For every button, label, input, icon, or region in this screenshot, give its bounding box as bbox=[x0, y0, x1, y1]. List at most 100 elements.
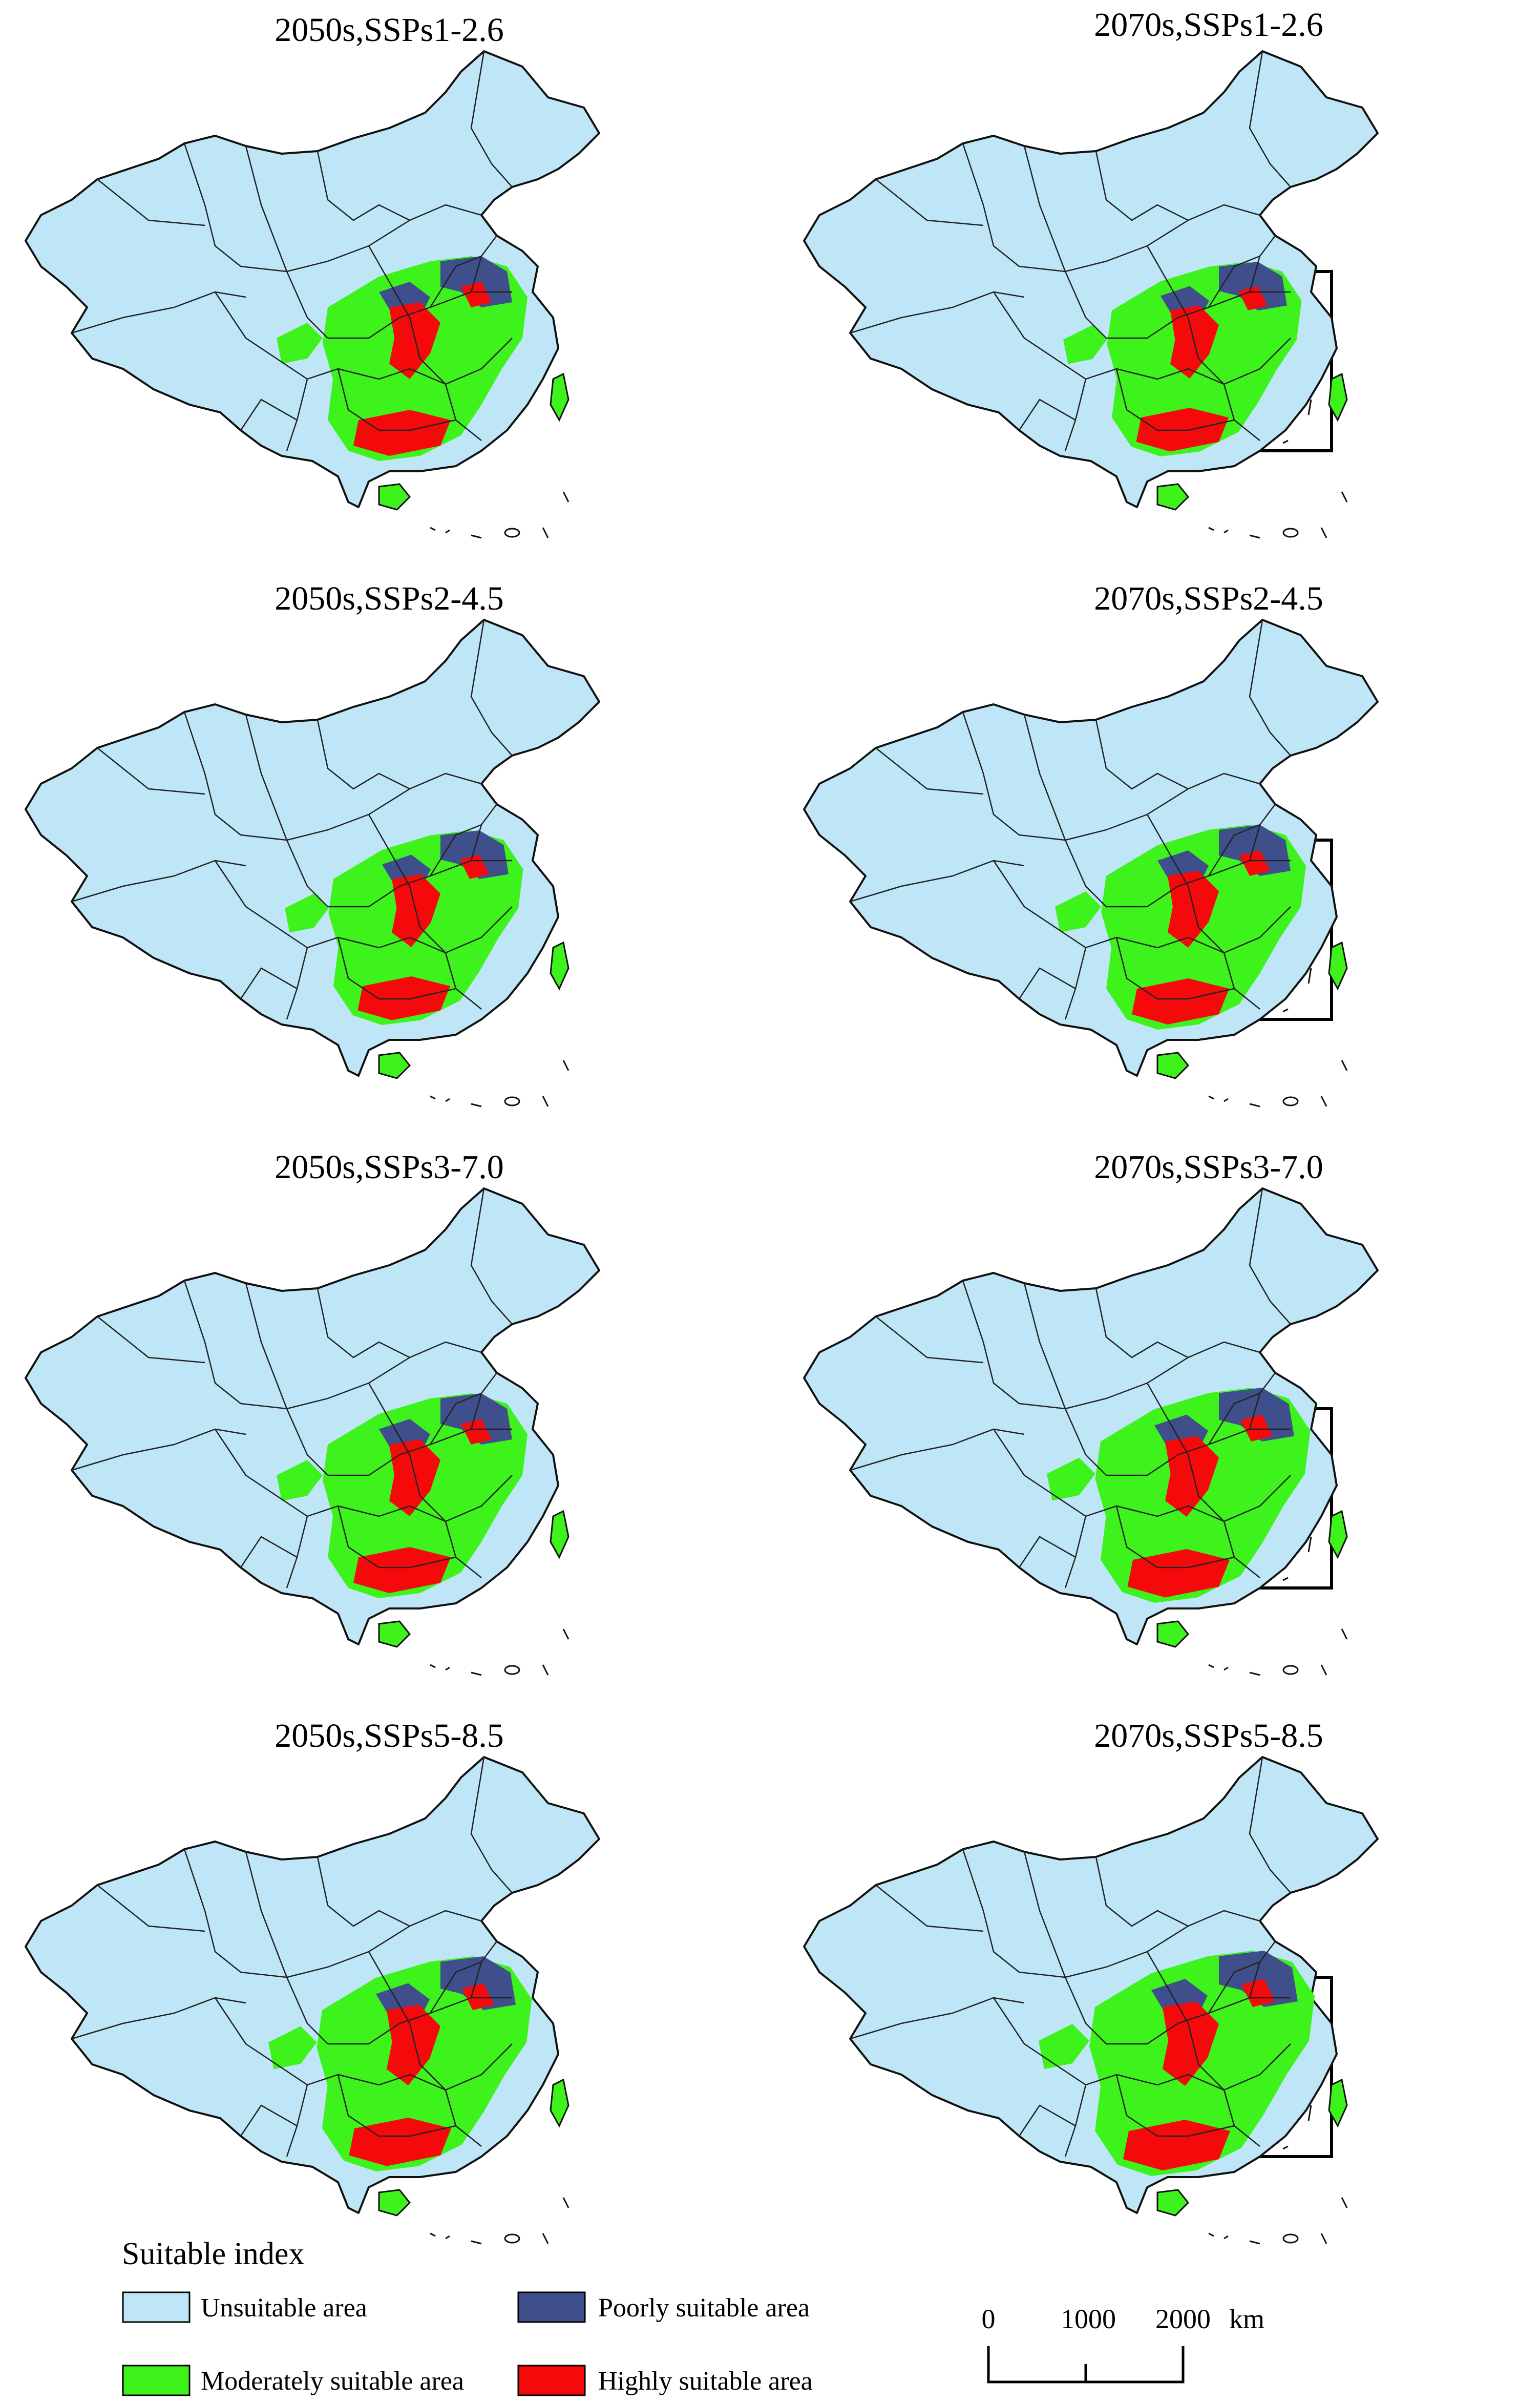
legend-title: Suitable index bbox=[122, 2236, 304, 2271]
zone-highly-suitable-south bbox=[349, 2118, 451, 2166]
taiwan-island bbox=[1328, 941, 1348, 991]
scale-tick-2000: 2000 bbox=[1155, 2304, 1211, 2334]
zone-highly-suitable bbox=[1165, 1436, 1219, 1517]
legend-label-moderately: Moderately suitable area bbox=[201, 2367, 464, 2396]
suitability-zones bbox=[1055, 825, 1306, 1030]
legend-swatch-highly bbox=[517, 2365, 586, 2396]
hainan-island bbox=[1156, 2189, 1190, 2217]
zone-highly-suitable-east bbox=[461, 1419, 492, 1445]
suitability-zones bbox=[277, 1393, 528, 1598]
island-ellipse bbox=[504, 1096, 520, 1106]
hainan-island bbox=[1156, 1620, 1190, 1648]
scale-bar-line bbox=[987, 2346, 1185, 2384]
panel-title: 2050s,SSPs1-2.6 bbox=[275, 11, 503, 49]
legend-label-unsuitable: Unsuitable area bbox=[201, 2293, 367, 2323]
suitability-zones bbox=[268, 1956, 532, 2171]
zone-poorly-suitable bbox=[440, 1956, 516, 2010]
taiwan-island bbox=[550, 2078, 569, 2128]
taiwan-island bbox=[1328, 2078, 1348, 2128]
zone-moderately-suitable-west bbox=[277, 323, 323, 364]
map-panels: 2050s,SSPs1-2.6 2070s,SSPs1-2.6 2050s,SSPs… bbox=[25, 6, 1379, 2245]
china-map bbox=[25, 50, 600, 539]
china-map bbox=[803, 50, 1379, 539]
zone-highly-suitable-east bbox=[1239, 850, 1270, 876]
scale-bar: 0 1000 2000 km bbox=[982, 2304, 1264, 2384]
legend-swatch-poorly bbox=[517, 2291, 586, 2323]
taiwan-island bbox=[550, 1510, 569, 1559]
island-ellipse bbox=[504, 2233, 520, 2244]
islands-marks bbox=[430, 1060, 569, 1107]
zone-poorly-suitable bbox=[440, 1393, 512, 1445]
zone-moderately-suitable-west bbox=[1055, 891, 1101, 932]
zone-highly-suitable-south bbox=[353, 1547, 451, 1593]
legend-label-highly: Highly suitable area bbox=[598, 2367, 813, 2396]
zone-poorly-suitable bbox=[1219, 825, 1291, 876]
islands-marks bbox=[1208, 491, 1348, 539]
panel-title: 2070s,SSPs2-4.5 bbox=[1094, 580, 1323, 617]
hainan-island bbox=[378, 2189, 411, 2217]
scale-unit: km bbox=[1229, 2304, 1264, 2334]
map-panel: 2070s,SSPs5-8.5 bbox=[803, 1717, 1379, 2245]
suitability-zones bbox=[1063, 262, 1302, 457]
island-ellipse bbox=[1282, 528, 1299, 538]
suitability-zones bbox=[277, 256, 528, 461]
zone-highly-suitable-south bbox=[1132, 978, 1229, 1025]
islands-marks bbox=[430, 491, 569, 539]
scale-tick-1000: 1000 bbox=[1061, 2304, 1116, 2334]
china-map bbox=[25, 619, 600, 1107]
china-map bbox=[803, 1187, 1379, 1676]
zone-moderately-suitable-west bbox=[1047, 1457, 1095, 1501]
china-map bbox=[25, 1756, 600, 2245]
islands-marks bbox=[1208, 1060, 1348, 1107]
taiwan-island bbox=[1328, 372, 1348, 422]
panel-title: 2070s,SSPs1-2.6 bbox=[1094, 6, 1323, 44]
zone-highly-suitable-east bbox=[462, 1983, 494, 2010]
islands-marks bbox=[1208, 2197, 1348, 2245]
taiwan-island bbox=[1328, 1510, 1348, 1559]
map-panel: 2070s,SSPs3-7.0 bbox=[803, 1148, 1379, 1676]
taiwan-island bbox=[550, 372, 569, 422]
zone-poorly-suitable bbox=[440, 830, 509, 879]
hainan-island bbox=[378, 1620, 411, 1648]
panel-title: 2050s,SSPs5-8.5 bbox=[275, 1717, 503, 1754]
hainan-island bbox=[378, 483, 411, 511]
islands-marks bbox=[430, 1628, 569, 1676]
zone-poorly-suitable bbox=[1219, 262, 1287, 310]
legend-swatch-moderately bbox=[122, 2365, 191, 2396]
china-map bbox=[25, 1187, 600, 1676]
zone-highly-suitable bbox=[387, 2004, 440, 2085]
island-ellipse bbox=[504, 528, 520, 538]
legend-swatch-unsuitable bbox=[122, 2291, 191, 2323]
zone-highly-suitable-east bbox=[461, 282, 492, 307]
zone-highly-suitable-south bbox=[1127, 1549, 1230, 1598]
scale-tick-0: 0 bbox=[982, 2304, 996, 2334]
map-panel: 2070s,SSPs2-4.5 bbox=[803, 580, 1379, 1107]
china-map bbox=[803, 619, 1379, 1107]
zone-highly-suitable-east bbox=[1241, 1979, 1275, 2007]
map-panel: 2050s,SSPs1-2.6 bbox=[25, 11, 1332, 539]
zone-poorly-suitable bbox=[440, 256, 512, 307]
legend: Suitable index Unsuitable area Poorly su… bbox=[122, 2236, 813, 2396]
country-outline bbox=[25, 619, 600, 1077]
panel-title: 2050s,SSPs2-4.5 bbox=[275, 580, 503, 617]
zone-moderately-suitable-west bbox=[284, 893, 329, 933]
taiwan-island bbox=[550, 941, 569, 991]
island-ellipse bbox=[504, 1665, 520, 1675]
suitability-zones bbox=[1047, 1388, 1311, 1603]
map-panel: 2070s,SSPs1-2.6 bbox=[803, 6, 1379, 539]
hainan-island bbox=[1156, 1052, 1190, 1079]
china-map bbox=[803, 1756, 1379, 2245]
island-ellipse bbox=[1282, 1665, 1299, 1675]
zone-poorly-suitable bbox=[1219, 1951, 1298, 2007]
legend-label-poorly: Poorly suitable area bbox=[598, 2293, 810, 2323]
zone-moderately-suitable-west bbox=[277, 1460, 323, 1501]
map-panel: 2050s,SSPs5-8.5 bbox=[25, 1717, 1332, 2245]
hainan-island bbox=[1156, 483, 1190, 511]
map-panel: 2050s,SSPs2-4.5 bbox=[25, 580, 1332, 1107]
island-ellipse bbox=[1282, 1096, 1299, 1106]
zone-highly-suitable bbox=[1163, 2001, 1219, 2086]
islands-marks bbox=[430, 2197, 569, 2245]
zone-highly-suitable-south bbox=[353, 410, 451, 456]
hainan-island bbox=[378, 1052, 411, 1079]
zone-moderately-suitable-west bbox=[268, 2026, 317, 2069]
